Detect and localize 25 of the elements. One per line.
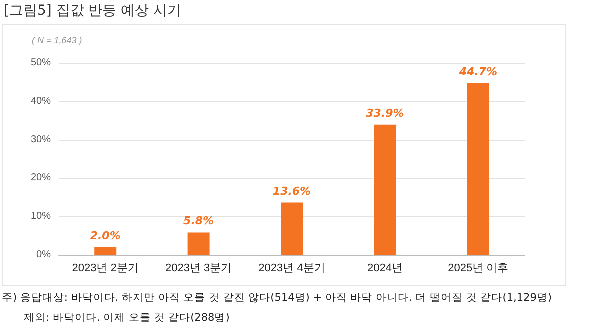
y-tick-label: 10% — [30, 211, 52, 222]
text: 제외: 바닥이다. 이제 오를 것 같다(288명) — [23, 311, 231, 326]
y-tick-label: 0% — [36, 250, 52, 260]
data-label: 13.6% — [272, 184, 312, 198]
y-tick-label: 50% — [30, 58, 52, 68]
bar — [281, 202, 303, 255]
chart-subtitle: ( N = 1,643 ) — [32, 36, 82, 46]
y-tick-label: 20% — [30, 172, 52, 184]
x-tick-label: 2023년 4분기 — [258, 262, 326, 274]
y-tick-label: 30% — [30, 134, 52, 146]
x-tick-label: 2025년 이후 — [448, 262, 509, 274]
bar — [188, 232, 210, 255]
data-label: 2.0% — [90, 229, 121, 242]
bar — [467, 83, 490, 255]
x-tick-label: 2023년 2분기 — [72, 262, 139, 274]
data-label: 33.9% — [366, 106, 404, 120]
bar — [94, 247, 117, 255]
bar — [374, 124, 396, 255]
data-label: 44.7% — [458, 65, 498, 78]
data-label: 5.8% — [184, 214, 214, 228]
x-tick-label: 2024년 — [367, 262, 403, 274]
text: 주) 응답대상: 바닥이다. 하지만 아직 오를 것 같진 않다(514명) + 아직 바닥 아니다. 더 떨어질 것 같다(1,129명) — [2, 291, 552, 306]
chart-title: [그림5] 집값 반등 예상 시기 — [4, 2, 182, 20]
x-tick-label: 2023년 3분기 — [165, 262, 232, 274]
y-tick-label: 40% — [30, 96, 52, 107]
